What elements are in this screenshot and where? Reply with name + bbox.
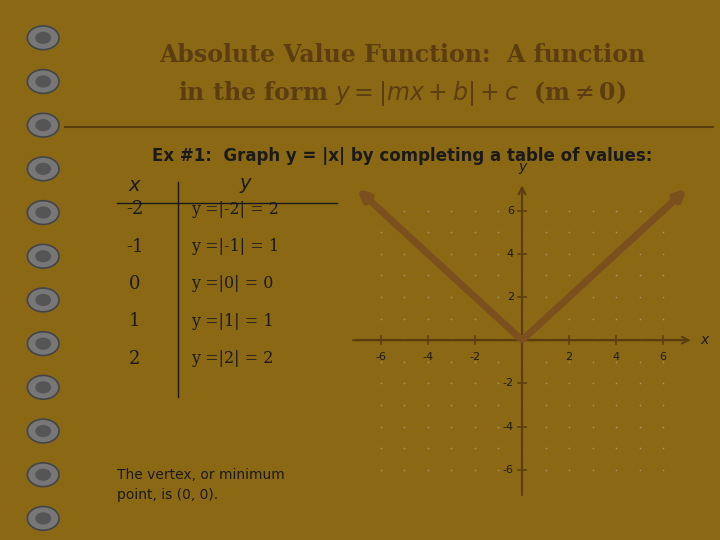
Text: x: x — [701, 333, 709, 347]
Circle shape — [27, 332, 59, 355]
Circle shape — [36, 76, 50, 87]
Circle shape — [36, 294, 50, 305]
Circle shape — [36, 207, 50, 218]
Text: 2: 2 — [507, 292, 514, 302]
Text: -2: -2 — [126, 200, 143, 218]
Text: The vertex, or minimum
point, is (0, 0).: The vertex, or minimum point, is (0, 0). — [117, 468, 284, 502]
Text: y =|-2| = 2: y =|-2| = 2 — [192, 201, 279, 218]
Circle shape — [27, 375, 59, 399]
Text: y: y — [518, 160, 526, 174]
Circle shape — [36, 120, 50, 131]
Text: 0: 0 — [129, 275, 140, 293]
Circle shape — [27, 201, 59, 225]
Text: 2: 2 — [565, 352, 572, 362]
Circle shape — [36, 164, 50, 174]
Text: 2: 2 — [129, 349, 140, 368]
Circle shape — [27, 507, 59, 530]
Text: 4: 4 — [507, 249, 514, 259]
Text: -1: -1 — [126, 238, 143, 255]
Text: -6: -6 — [375, 352, 387, 362]
Text: in the form $y = |mx + b| + c$  (m$\neq$0): in the form $y = |mx + b| + c$ (m$\neq$0… — [178, 79, 626, 108]
Text: y =|2| = 2: y =|2| = 2 — [192, 350, 274, 367]
Circle shape — [27, 113, 59, 137]
Circle shape — [36, 338, 50, 349]
Circle shape — [27, 245, 59, 268]
Circle shape — [36, 426, 50, 436]
Text: $x$: $x$ — [127, 177, 142, 194]
Text: y =|-1| = 1: y =|-1| = 1 — [192, 238, 279, 255]
Text: 6: 6 — [507, 206, 514, 215]
Text: 1: 1 — [129, 312, 140, 330]
Text: 4: 4 — [613, 352, 620, 362]
Circle shape — [36, 251, 50, 262]
Text: y =|0| = 0: y =|0| = 0 — [192, 275, 274, 293]
Text: -4: -4 — [503, 422, 514, 431]
Circle shape — [27, 419, 59, 443]
Text: Absolute Value Function:  A function: Absolute Value Function: A function — [158, 43, 645, 67]
Circle shape — [27, 26, 59, 50]
Circle shape — [27, 70, 59, 93]
Text: -4: -4 — [423, 352, 433, 362]
Circle shape — [27, 288, 59, 312]
Circle shape — [36, 513, 50, 524]
Circle shape — [36, 382, 50, 393]
Text: 6: 6 — [660, 352, 667, 362]
Circle shape — [27, 157, 59, 181]
Text: y =|1| = 1: y =|1| = 1 — [192, 313, 274, 330]
Text: -2: -2 — [469, 352, 480, 362]
Text: $y$: $y$ — [239, 176, 253, 195]
Text: -6: -6 — [503, 465, 514, 475]
Text: -2: -2 — [503, 379, 514, 388]
Circle shape — [27, 463, 59, 487]
Circle shape — [36, 32, 50, 43]
Text: Ex #1:  Graph y = |x| by completing a table of values:: Ex #1: Graph y = |x| by completing a tab… — [152, 147, 652, 165]
Circle shape — [36, 469, 50, 480]
